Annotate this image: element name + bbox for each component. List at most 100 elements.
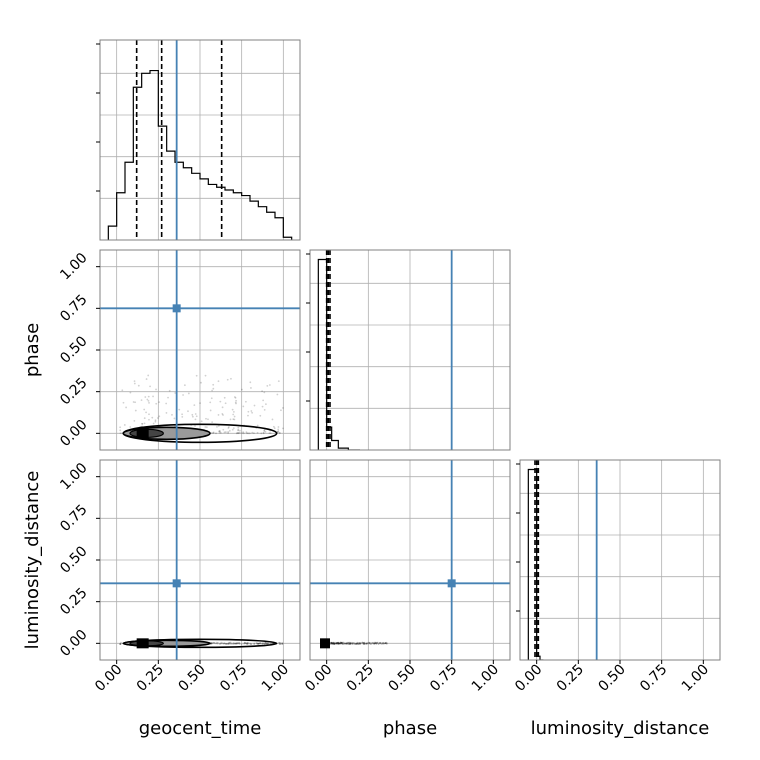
sample-point xyxy=(227,642,230,645)
truth-marker xyxy=(447,579,456,588)
sample-point xyxy=(334,642,337,645)
sample-point xyxy=(331,643,334,645)
sample-point xyxy=(277,380,280,383)
x-tick-label: 0.25 xyxy=(554,662,587,695)
sample-point xyxy=(245,642,248,645)
sample-point xyxy=(258,642,261,645)
y-tick-label: 0.25 xyxy=(57,375,90,408)
hist-panel-luminosity_distance xyxy=(520,460,720,660)
sample-point xyxy=(347,643,350,645)
sample-point xyxy=(331,642,333,645)
sample-point xyxy=(259,642,262,645)
sample-point xyxy=(195,374,198,377)
sample-point xyxy=(348,643,351,645)
sample-point xyxy=(125,406,128,409)
sample-point xyxy=(351,643,354,645)
sample-point xyxy=(377,642,380,645)
sample-point xyxy=(145,378,148,380)
sample-point xyxy=(250,410,253,412)
sample-point xyxy=(227,427,230,429)
y-tick-label: 0.75 xyxy=(57,292,90,325)
sample-point xyxy=(234,396,237,399)
sample-point xyxy=(357,643,360,646)
sample-point xyxy=(330,641,333,644)
sample-point xyxy=(232,642,235,644)
sample-point xyxy=(338,642,340,645)
sample-point xyxy=(330,641,333,644)
sample-point xyxy=(210,397,213,400)
sample-point xyxy=(377,643,380,645)
scatter-panel-phase-luminosity_distance xyxy=(310,460,510,660)
sample-point xyxy=(337,641,340,644)
y-tick-label: 0.00 xyxy=(57,627,90,660)
sample-point xyxy=(212,387,215,390)
sample-point xyxy=(330,641,333,644)
sample-point xyxy=(340,641,343,644)
sample-point xyxy=(338,642,341,645)
sample-point xyxy=(222,428,225,431)
sample-point xyxy=(335,642,338,645)
sample-point xyxy=(376,641,379,644)
x-tick-label: 0.75 xyxy=(427,662,460,695)
sample-point xyxy=(379,641,382,644)
sample-point xyxy=(354,643,357,645)
sample-point xyxy=(247,432,250,435)
sample-point xyxy=(282,427,284,430)
sample-point xyxy=(255,641,258,644)
sample-point xyxy=(256,424,259,427)
sample-point xyxy=(349,642,351,645)
sample-point xyxy=(253,643,256,645)
sample-point xyxy=(359,643,362,646)
sample-point xyxy=(158,415,161,418)
sample-point xyxy=(237,429,240,432)
sample-point xyxy=(154,419,157,422)
sample-point xyxy=(262,431,265,434)
sample-point xyxy=(385,643,388,645)
sample-point xyxy=(365,642,367,645)
sample-point xyxy=(278,432,281,434)
sample-point xyxy=(148,418,150,421)
sample-point xyxy=(141,423,144,425)
sample-point xyxy=(227,426,230,428)
sample-point xyxy=(234,642,237,645)
x-tick-label: 1.00 xyxy=(679,662,712,695)
sample-point xyxy=(205,426,208,429)
sample-point xyxy=(211,432,213,434)
sample-point xyxy=(193,404,196,407)
hist-panel-phase xyxy=(310,250,510,450)
sample-point xyxy=(349,641,351,644)
sample-point xyxy=(266,384,269,387)
sample-point xyxy=(238,642,241,645)
sample-point xyxy=(279,643,282,645)
sample-point xyxy=(235,402,237,405)
sample-point xyxy=(224,431,227,433)
sample-point xyxy=(167,396,169,399)
sample-point xyxy=(341,642,344,645)
sample-point xyxy=(228,429,231,432)
sample-point xyxy=(242,405,245,408)
sample-point xyxy=(341,641,343,644)
sample-point xyxy=(277,430,280,433)
sample-point xyxy=(379,642,382,645)
sample-point xyxy=(356,642,358,645)
sample-point xyxy=(345,642,348,645)
x-tick-label: 0.50 xyxy=(385,662,418,695)
sample-point xyxy=(330,641,333,644)
sample-point xyxy=(336,641,339,644)
sample-point xyxy=(334,642,336,645)
sample-point xyxy=(248,432,251,435)
sample-point xyxy=(251,411,254,414)
sample-point xyxy=(249,642,251,645)
sample-point xyxy=(265,642,268,645)
sample-point xyxy=(119,643,122,645)
sample-point xyxy=(373,642,376,645)
sample-point xyxy=(194,418,197,421)
sample-point xyxy=(277,428,280,431)
sample-point xyxy=(333,642,336,645)
sample-point xyxy=(145,411,147,414)
x-tick-label: 1.00 xyxy=(259,662,292,695)
sample-point xyxy=(373,642,375,645)
sample-point xyxy=(246,642,249,645)
sample-point xyxy=(363,642,365,645)
sample-point xyxy=(384,642,387,644)
